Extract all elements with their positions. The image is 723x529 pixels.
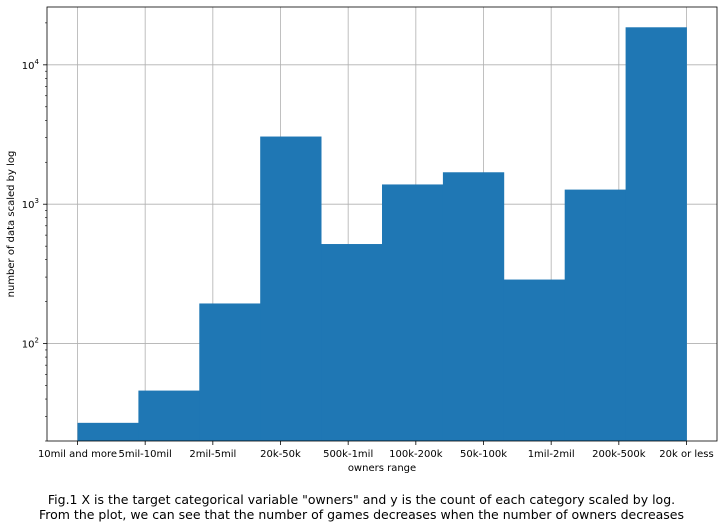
bar-8 xyxy=(564,189,626,441)
y-tick-label: 103 xyxy=(22,197,39,211)
bar-6 xyxy=(442,172,505,441)
y-tick-label: 104 xyxy=(22,58,40,72)
x-tick-label: 50k-100k xyxy=(460,449,507,460)
y-axis-ticks: 102 103 104 xyxy=(22,22,47,442)
x-tick-label: 20k-50k xyxy=(260,449,301,460)
bar-0 xyxy=(77,422,139,441)
x-tick-label: 20k or less xyxy=(659,449,713,460)
x-axis-label: owners range xyxy=(348,463,416,474)
x-tick-label: 10mil and more xyxy=(38,449,117,460)
bar-5 xyxy=(382,184,444,441)
y-tick-label: 102 xyxy=(22,337,39,351)
x-tick-label: 1mil-2mil xyxy=(528,449,575,460)
x-tick-label: 5mil-10mil xyxy=(119,449,172,460)
plot-frame xyxy=(46,6,718,442)
x-axis-ticks: 10mil and more 5mil-10mil 2mil-5mil 20k-50k… xyxy=(38,441,714,460)
x-tick-label: 500k-1mil xyxy=(323,449,373,460)
bars xyxy=(77,27,687,442)
x-tick-label: 200k-500k xyxy=(592,449,646,460)
bar-2 xyxy=(199,303,261,441)
x-tick-label: 2mil-5mil xyxy=(189,449,236,460)
histogram-chart: 10mil and more 5mil-10mil 2mil-5mil 20k-50k… xyxy=(6,6,718,474)
y-axis-label: number of data scaled by log xyxy=(6,151,17,298)
x-tick-label: 100k-200k xyxy=(389,449,443,460)
bar-7 xyxy=(503,279,566,441)
bar-1 xyxy=(138,390,200,441)
bar-3 xyxy=(260,136,322,441)
bar-9 xyxy=(625,27,687,442)
figure-caption-line-2: From the plot, we can see that the numbe… xyxy=(38,507,685,522)
figure-caption-line-1: Fig.1 X is the target categorical variab… xyxy=(47,492,676,507)
bar-4 xyxy=(321,244,383,441)
